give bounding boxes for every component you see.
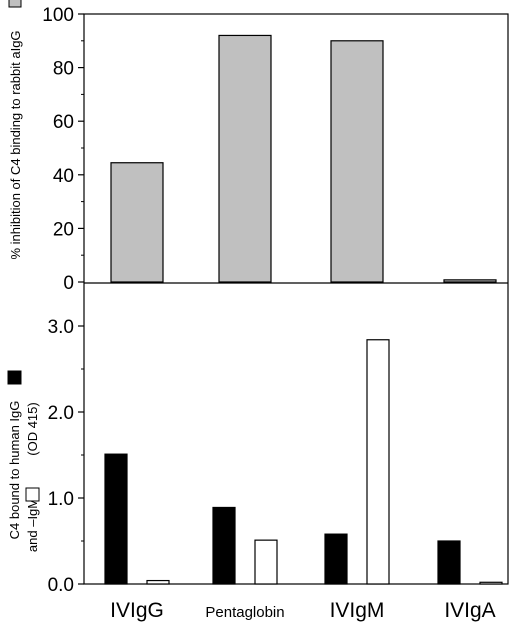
bottom-legend-swatch-black [7, 370, 22, 385]
top-bar-pentaglobin [218, 34, 272, 283]
bottom-y-tick-label: 0.0 [48, 575, 74, 596]
bottom-bar-igm-ivigm [366, 339, 390, 585]
top-panel-axes [83, 13, 509, 585]
bottom-legend-swatch-white [25, 487, 40, 502]
bottom-bar-igg-ivigm [324, 533, 348, 585]
bottom-y-axis-label-unit: (OD 415) [25, 402, 40, 455]
bottom-y-axis-label-line2-group: and –IgM (OD 415) [25, 402, 40, 552]
bottom-y-axis-label-line1: C4 bound to human IgG [7, 401, 22, 540]
top-y-tick-label: 0 [63, 273, 74, 294]
top-y-axis-label: % inhibition of C4 binding to rabbit aIg… [8, 30, 23, 259]
bottom-bar-igm-iviga [479, 581, 503, 585]
top-y-tick-label: 60 [53, 112, 74, 133]
top-y-tick-label: 40 [53, 166, 74, 187]
bottom-y-axis-label-group: C4 bound to human IgG [7, 370, 22, 540]
x-category-labels: IVIgG Pentaglobin IVIgM IVIgA [110, 599, 496, 622]
bottom-panel-y-tick-labels: 0.0 1.0 2.0 3.0 [48, 317, 84, 596]
x-category-label: IVIgG [110, 599, 164, 622]
top-y-tick-label: 20 [53, 219, 74, 240]
x-category-label: Pentaglobin [205, 604, 284, 621]
top-bar-ivigm [330, 40, 384, 283]
top-y-axis-label-group: % inhibition of C4 binding to rabbit aIg… [8, 0, 23, 260]
bottom-bar-igm-ivigg [146, 579, 170, 585]
top-panel-bars [110, 34, 497, 283]
bottom-y-tick-label: 1.0 [48, 489, 74, 510]
top-legend-swatch-gray [8, 0, 22, 8]
bottom-panel-bars [104, 339, 503, 585]
x-category-label: IVIgM [330, 599, 385, 622]
plot-frame [83, 13, 509, 585]
bottom-y-tick-label: 3.0 [48, 317, 74, 338]
x-category-label: IVIgA [444, 599, 495, 622]
top-y-tick-label: 80 [53, 59, 74, 80]
top-bar-iviga [443, 279, 497, 283]
top-bar-ivigg [110, 162, 164, 283]
bottom-bar-igg-iviga [437, 540, 461, 585]
bottom-bar-igg-pentaglobin [212, 506, 236, 585]
top-panel-y-tick-labels: 0 20 40 60 80 100 [42, 5, 84, 294]
bottom-bar-igm-pentaglobin [254, 539, 278, 585]
bottom-y-axis-label-line2: and –IgM [25, 498, 40, 552]
bottom-bar-igg-ivigg [104, 453, 128, 585]
bottom-y-tick-label: 2.0 [48, 403, 74, 424]
top-y-tick-label: 100 [42, 5, 74, 26]
